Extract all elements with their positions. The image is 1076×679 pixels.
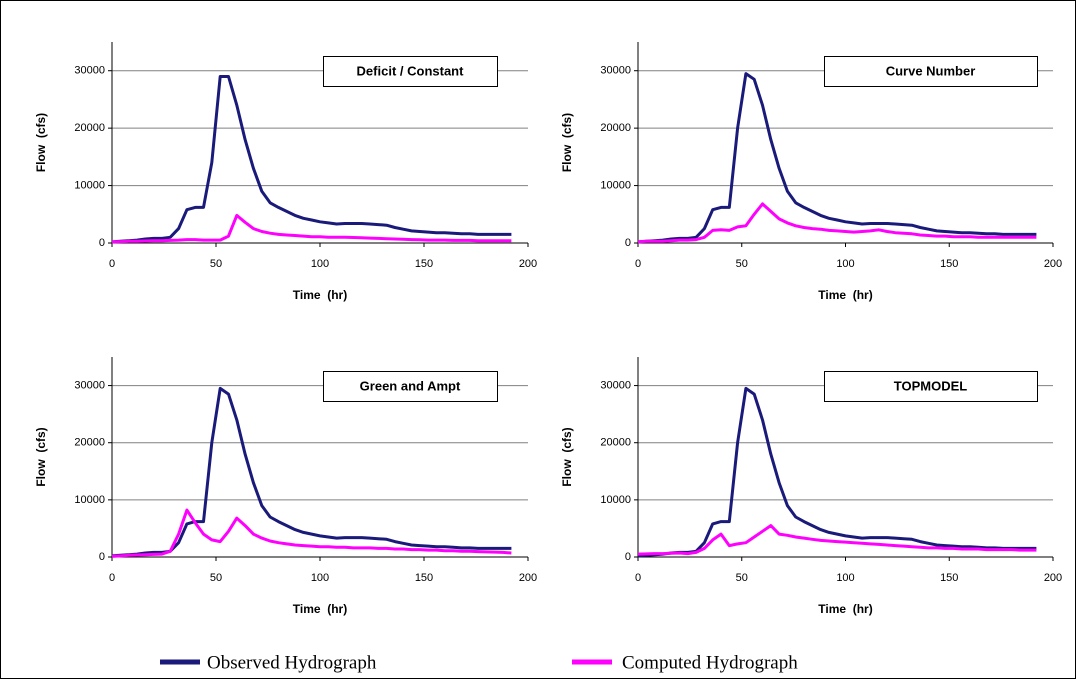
y-tick-label: 10000 [74,179,105,191]
series-line [111,213,512,244]
chart-title: TOPMODEL [894,378,967,393]
series-line [111,508,512,558]
y-axis-label: Flow (cfs) [560,113,574,172]
y-tick-label: 10000 [600,179,631,191]
x-tick-label: 200 [519,258,537,270]
x-tick-label: 50 [210,258,222,270]
series-line [111,75,512,244]
y-tick-label: 30000 [600,65,631,77]
x-tick-label: 100 [311,258,329,270]
series-line [111,386,512,558]
y-tick-label: 20000 [600,437,631,449]
x-axis-label: Time (hr) [818,288,872,302]
x-tick-label: 100 [311,572,329,584]
y-tick-label: 20000 [74,437,105,449]
title-box [824,56,1038,87]
title-box [323,371,498,402]
x-tick-label: 0 [635,258,641,270]
y-axis-label: Flow (cfs) [34,427,48,486]
series-line [637,524,1037,556]
y-tick-label: 0 [99,237,105,249]
x-tick-label: 200 [1044,572,1062,584]
y-tick-label: 10000 [74,494,105,506]
y-axis-label: Flow (cfs) [560,427,574,486]
y-tick-label: 30000 [600,379,631,391]
series-line [637,72,1037,244]
x-tick-label: 0 [109,572,115,584]
legend-label: Computed Hydrograph [622,652,798,673]
x-tick-label: 50 [736,258,748,270]
x-tick-label: 100 [836,572,854,584]
x-axis-label: Time (hr) [818,602,872,616]
x-tick-label: 150 [940,258,958,270]
y-tick-label: 0 [625,237,631,249]
y-tick-label: 20000 [74,122,105,134]
chart-title: Curve Number [886,63,976,78]
legend-label: Observed Hydrograph [207,652,377,673]
series-line [637,202,1037,244]
x-axis-label: Time (hr) [293,602,347,616]
y-tick-label: 10000 [600,494,631,506]
x-tick-label: 0 [635,572,641,584]
x-tick-label: 150 [415,258,433,270]
series-line [637,386,1037,558]
x-tick-label: 0 [109,258,115,270]
x-tick-label: 150 [940,572,958,584]
chart-title: Deficit / Constant [357,63,465,78]
y-tick-label: 0 [625,551,631,563]
x-tick-label: 50 [210,572,222,584]
x-tick-label: 200 [1044,258,1062,270]
y-tick-label: 30000 [74,65,105,77]
y-axis-label: Flow (cfs) [34,113,48,172]
x-tick-label: 200 [519,572,537,584]
title-box [323,56,498,87]
y-tick-label: 30000 [74,379,105,391]
y-tick-label: 20000 [600,122,631,134]
chart-title: Green and Ampt [360,378,461,393]
x-axis-label: Time (hr) [293,288,347,302]
x-tick-label: 50 [736,572,748,584]
title-box [824,371,1038,402]
y-tick-label: 0 [99,551,105,563]
x-tick-label: 100 [836,258,854,270]
x-tick-label: 150 [415,572,433,584]
